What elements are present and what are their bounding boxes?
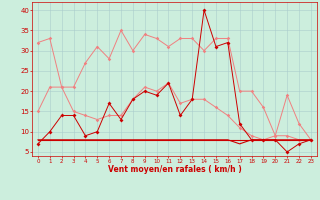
X-axis label: Vent moyen/en rafales ( km/h ): Vent moyen/en rafales ( km/h ) — [108, 165, 241, 174]
